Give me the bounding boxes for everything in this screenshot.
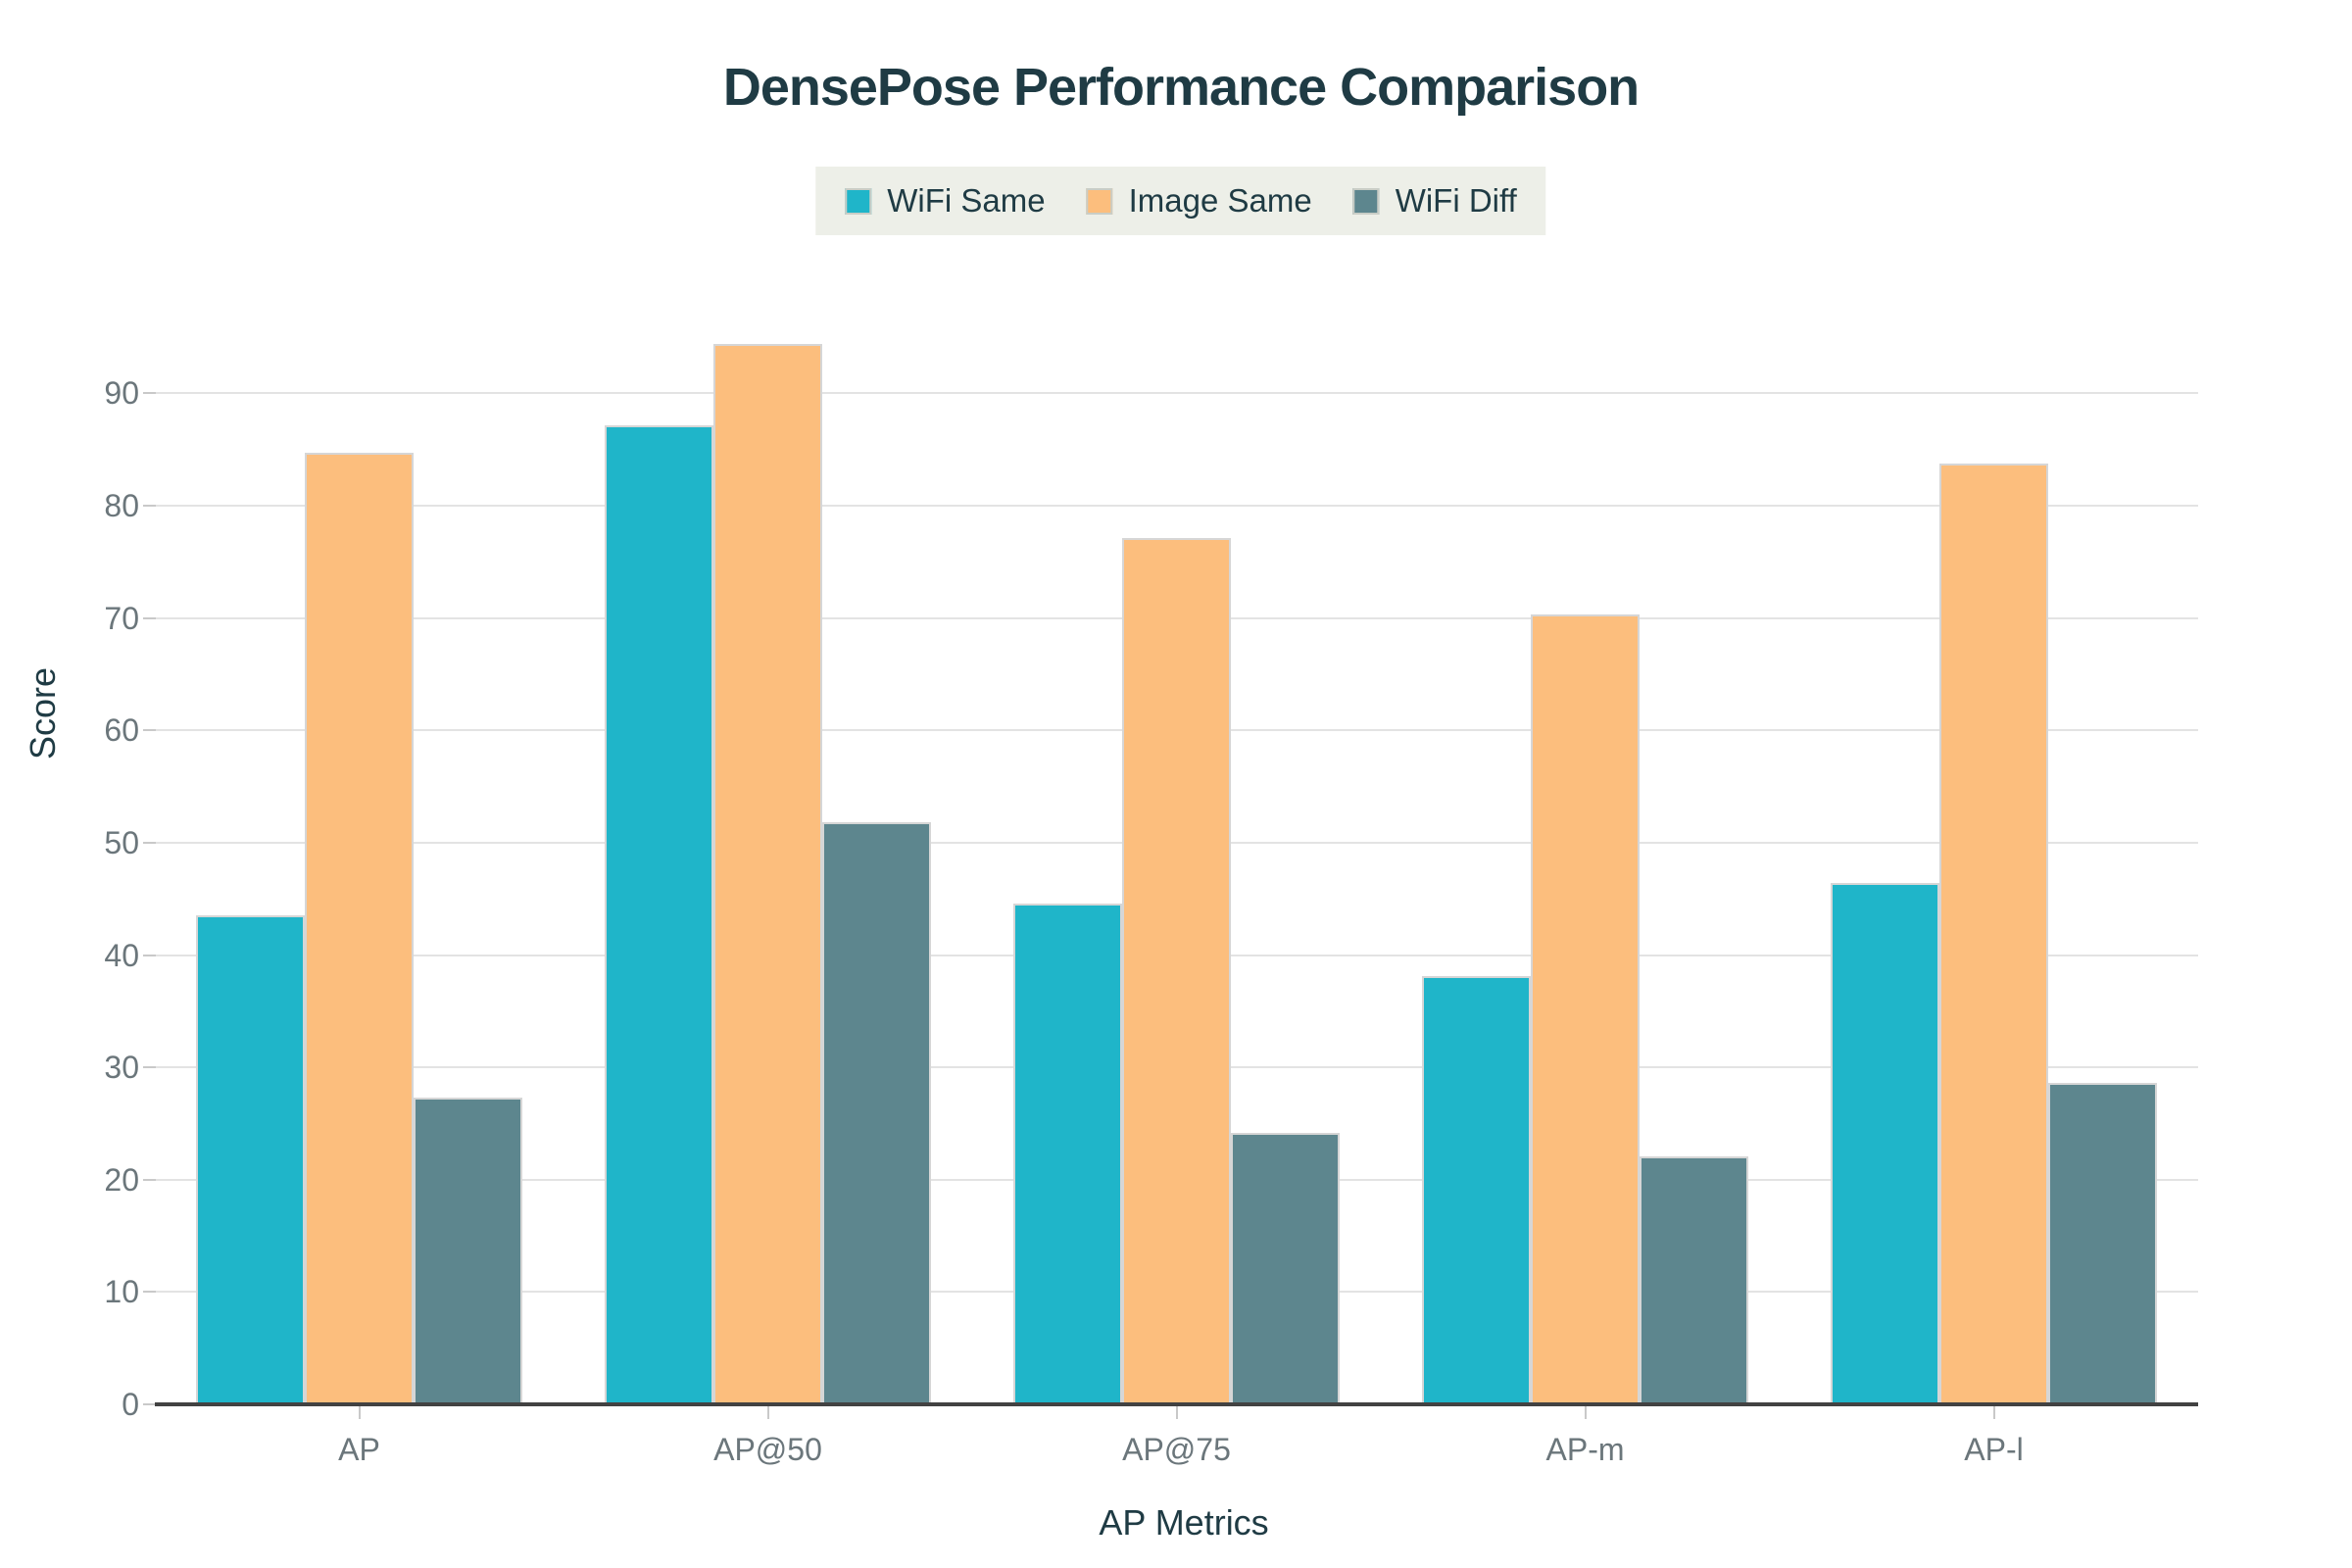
bar xyxy=(2048,1083,2158,1404)
legend-swatch xyxy=(1086,187,1113,215)
x-tick-label: AP-l xyxy=(1964,1432,2024,1467)
y-tick-label: 50 xyxy=(104,824,139,860)
legend: WiFi Same Image Same WiFi Diff xyxy=(815,167,1546,235)
bar xyxy=(1830,883,1939,1404)
plot-area xyxy=(155,236,2198,1406)
x-tick-mark xyxy=(766,1406,769,1419)
bar xyxy=(1012,903,1122,1404)
y-tick-label: 90 xyxy=(104,375,139,412)
bar xyxy=(604,424,713,1404)
x-tick-mark xyxy=(1584,1406,1587,1419)
legend-label: WiFi Same xyxy=(887,182,1046,219)
y-tick-label: 20 xyxy=(104,1161,139,1198)
bar xyxy=(1421,976,1531,1404)
bar xyxy=(822,822,932,1404)
bar xyxy=(414,1098,523,1404)
legend-swatch xyxy=(845,187,872,215)
y-tick-mark xyxy=(143,1403,156,1405)
legend-label: WiFi Diff xyxy=(1395,182,1517,219)
y-tick-mark xyxy=(143,841,156,844)
x-tick-label: AP@50 xyxy=(713,1432,822,1467)
y-tick-mark xyxy=(143,392,156,395)
y-tick-label: 80 xyxy=(104,488,139,524)
legend-item: Image Same xyxy=(1086,182,1312,220)
y-tick-label: 60 xyxy=(104,712,139,749)
y-tick-label: 30 xyxy=(104,1050,139,1086)
y-tick-label: 0 xyxy=(122,1387,139,1422)
bar xyxy=(1231,1132,1341,1404)
bar xyxy=(1640,1155,1749,1404)
x-tick-mark xyxy=(1992,1406,1995,1419)
bar xyxy=(712,344,823,1404)
legend-item: WiFi Same xyxy=(845,182,1046,220)
gridline xyxy=(155,392,2198,395)
y-tick-mark xyxy=(143,505,156,508)
y-tick-label: 10 xyxy=(104,1274,139,1310)
y-tick-mark xyxy=(143,954,156,956)
y-tick-mark xyxy=(143,1291,156,1294)
y-tick-mark xyxy=(143,729,156,732)
y-tick-label: 40 xyxy=(104,937,139,973)
chart-title: DensePose Performance Comparison xyxy=(722,58,1640,117)
bar xyxy=(195,915,305,1404)
x-tick-mark xyxy=(1175,1406,1178,1419)
y-tick-label: 70 xyxy=(104,600,139,636)
y-tick-mark xyxy=(143,616,156,619)
x-tick-label: AP xyxy=(338,1432,380,1467)
y-tick-mark xyxy=(143,1066,156,1069)
bar xyxy=(1938,463,2049,1404)
y-tick-mark xyxy=(143,1178,156,1181)
legend-swatch xyxy=(1352,187,1380,215)
bar xyxy=(1530,614,1641,1404)
legend-label: Image Same xyxy=(1128,182,1312,219)
gridline xyxy=(155,505,2198,508)
x-tick-label: AP@75 xyxy=(1122,1432,1231,1467)
bar xyxy=(304,453,415,1404)
x-tick-label: AP-m xyxy=(1545,1432,1625,1467)
x-tick-mark xyxy=(358,1406,361,1419)
legend-item: WiFi Diff xyxy=(1352,182,1517,220)
x-axis-line xyxy=(155,1402,2198,1406)
bar xyxy=(1121,538,1232,1404)
x-axis-title: AP Metrics xyxy=(1099,1502,1269,1543)
